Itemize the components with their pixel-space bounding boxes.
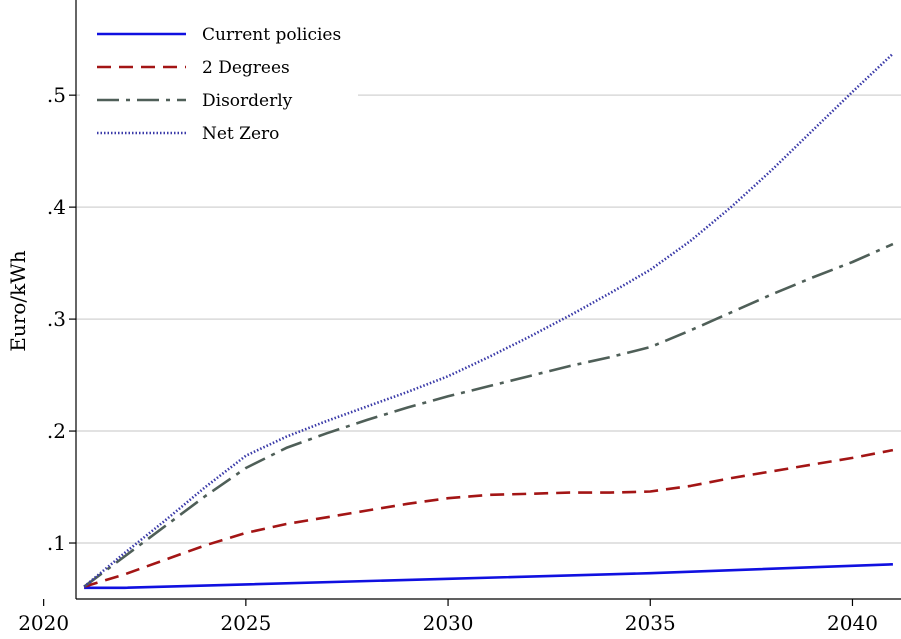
legend-label: 2 Degrees — [202, 58, 290, 78]
x-tick-label: 2020 — [18, 611, 69, 635]
series-lines — [83, 52, 894, 590]
x-tick-label: 2040 — [827, 611, 878, 635]
legend-label: Net Zero — [202, 124, 279, 144]
x-tick-label: 2035 — [625, 611, 676, 635]
y-tick-label: .3 — [47, 307, 66, 331]
y-axis-title: Euro/kWh — [6, 250, 30, 351]
y-tick-label: .1 — [47, 531, 66, 555]
axes: .1 .2 .3 .4 .5 2020 2025 2030 2035 2040 — [18, 0, 901, 635]
y-tick-label: .2 — [47, 419, 66, 443]
x-tick-label: 2025 — [220, 611, 271, 635]
legend: Current policies 2 Degrees Disorderly Net Z… — [80, 8, 358, 150]
series-line-current-policies — [84, 563, 893, 590]
y-tick-label: .5 — [47, 83, 66, 107]
series-line-2-degrees — [83, 448, 894, 588]
series-line-net-zero — [83, 52, 894, 588]
legend-box — [80, 8, 358, 150]
legend-label: Disorderly — [202, 91, 293, 111]
legend-label: Current policies — [202, 25, 341, 45]
series-line-disorderly — [83, 242, 894, 588]
x-tick-label: 2030 — [423, 611, 474, 635]
y-tick-label: .4 — [47, 195, 66, 219]
